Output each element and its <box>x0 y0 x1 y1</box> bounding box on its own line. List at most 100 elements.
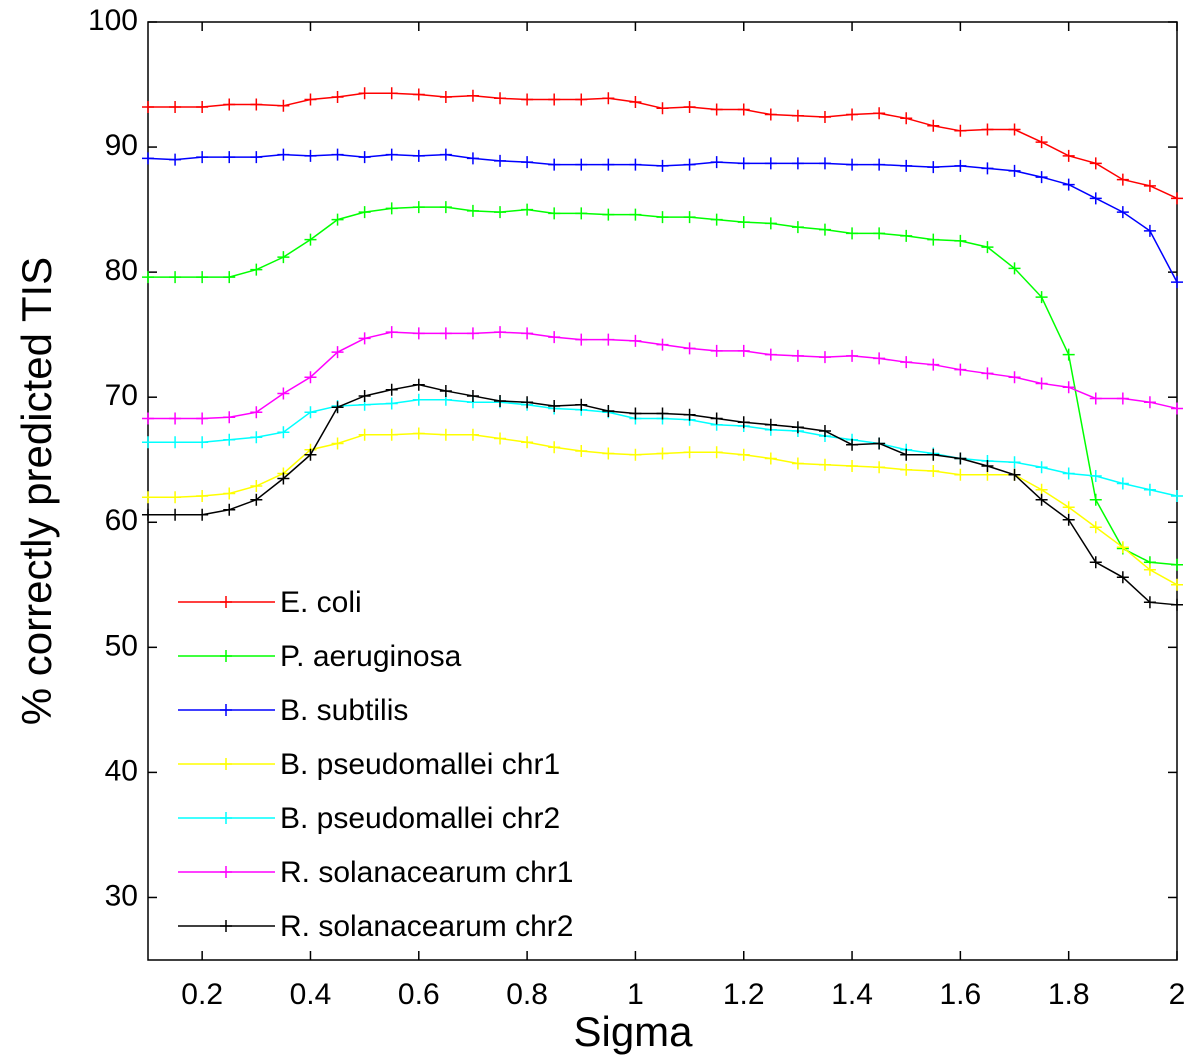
legend-marker <box>220 812 232 824</box>
point-marker <box>683 342 696 355</box>
point-marker <box>250 263 263 276</box>
point-marker <box>1035 461 1048 474</box>
point-marker <box>737 448 750 461</box>
point-marker <box>250 151 263 164</box>
point-marker <box>466 204 479 217</box>
point-marker <box>412 149 425 162</box>
point-marker <box>1171 598 1183 611</box>
point-marker <box>521 203 534 216</box>
point-marker <box>764 348 777 361</box>
point-marker <box>656 211 669 224</box>
point-marker <box>196 490 209 503</box>
point-marker <box>575 398 588 411</box>
point-marker <box>385 148 398 161</box>
point-marker <box>1008 123 1021 136</box>
legend-marker <box>220 650 232 662</box>
point-marker <box>1008 456 1021 469</box>
point-marker <box>439 327 452 340</box>
point-marker <box>710 412 723 425</box>
point-marker <box>1089 392 1102 405</box>
point-marker <box>385 202 398 215</box>
point-marker <box>602 333 615 346</box>
point-marker <box>250 479 263 492</box>
point-marker <box>737 216 750 229</box>
point-marker <box>223 411 236 424</box>
legend-marker <box>220 758 232 770</box>
point-marker <box>142 508 154 521</box>
point-marker <box>169 491 182 504</box>
point-marker <box>548 399 561 412</box>
legend-marker <box>220 920 232 932</box>
point-marker <box>142 152 154 165</box>
point-marker <box>331 401 344 414</box>
point-marker <box>846 438 859 451</box>
point-marker <box>304 406 317 419</box>
legend-marker <box>220 704 232 716</box>
point-marker <box>1035 136 1048 149</box>
point-marker <box>954 124 967 137</box>
point-marker <box>1171 490 1183 503</box>
point-marker <box>954 234 967 247</box>
point-marker <box>791 457 804 470</box>
point-marker <box>250 431 263 444</box>
legend-marker <box>220 596 232 608</box>
point-marker <box>1171 276 1183 289</box>
point-marker <box>602 447 615 460</box>
point-marker <box>818 351 831 364</box>
legend-label: B. pseudomallei chr2 <box>280 802 560 835</box>
point-marker <box>927 119 940 132</box>
point-marker <box>602 208 615 221</box>
point-marker <box>818 157 831 170</box>
point-marker <box>385 383 398 396</box>
point-marker <box>169 412 182 425</box>
point-marker <box>385 428 398 441</box>
point-marker <box>710 446 723 459</box>
point-marker <box>981 367 994 380</box>
point-marker <box>331 213 344 226</box>
x-tick-label: 0.8 <box>506 978 548 1011</box>
point-marker <box>764 418 777 431</box>
point-marker <box>439 91 452 104</box>
legend-label: R. solanacearum chr2 <box>280 910 573 943</box>
point-marker <box>900 448 913 461</box>
point-marker <box>358 389 371 402</box>
point-marker <box>683 101 696 114</box>
point-marker <box>900 159 913 172</box>
point-marker <box>494 154 507 167</box>
point-marker <box>1116 206 1129 219</box>
point-marker <box>683 446 696 459</box>
point-marker <box>466 327 479 340</box>
point-marker <box>927 358 940 371</box>
point-marker <box>954 363 967 376</box>
point-marker <box>1171 192 1183 205</box>
point-marker <box>656 447 669 460</box>
point-marker <box>683 408 696 421</box>
point-marker <box>1171 402 1183 415</box>
point-marker <box>1089 556 1102 569</box>
point-marker <box>196 436 209 449</box>
point-marker <box>548 331 561 344</box>
point-marker <box>142 491 154 504</box>
point-marker <box>1008 468 1021 481</box>
point-marker <box>629 208 642 221</box>
point-marker <box>412 378 425 391</box>
point-marker <box>602 92 615 105</box>
legend-label: R. solanacearum chr1 <box>280 856 573 889</box>
point-marker <box>439 148 452 161</box>
x-tick-label: 0.6 <box>398 978 440 1011</box>
y-tick-label: 100 <box>88 4 138 37</box>
point-marker <box>1089 192 1102 205</box>
point-marker <box>873 158 886 171</box>
point-marker <box>900 112 913 125</box>
point-marker <box>142 412 154 425</box>
point-marker <box>223 503 236 516</box>
point-marker <box>358 332 371 345</box>
y-tick-label: 50 <box>105 629 138 662</box>
x-tick-label: 1.4 <box>831 978 873 1011</box>
point-marker <box>521 327 534 340</box>
point-marker <box>629 407 642 420</box>
point-marker <box>466 89 479 102</box>
point-marker <box>142 271 154 284</box>
point-marker <box>791 349 804 362</box>
